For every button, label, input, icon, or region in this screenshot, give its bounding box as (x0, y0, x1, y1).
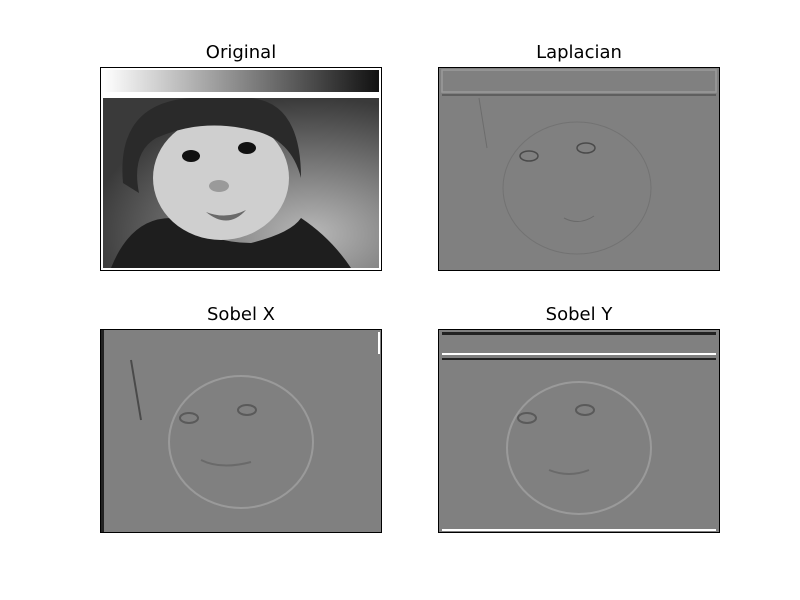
panel-sobel-x (100, 329, 382, 533)
nose (209, 180, 229, 192)
sobel-y-image (439, 330, 719, 532)
title-laplacian: Laplacian (536, 42, 622, 63)
left-eye (182, 150, 200, 162)
mouth (206, 210, 246, 221)
hat-shape (122, 98, 301, 193)
panel-sobel-y (438, 329, 720, 533)
sobel-x-image (101, 330, 381, 532)
laplacian-image (439, 68, 719, 270)
panel-original (100, 67, 382, 271)
title-original: Original (205, 42, 277, 63)
title-sobel-x: Sobel X (207, 304, 275, 325)
right-eye (238, 142, 256, 154)
original-photo (103, 70, 379, 268)
title-sobel-y: Sobel Y (545, 304, 613, 325)
coat-shape (111, 218, 351, 268)
gradient-strip (103, 70, 379, 92)
panel-laplacian (438, 67, 720, 271)
